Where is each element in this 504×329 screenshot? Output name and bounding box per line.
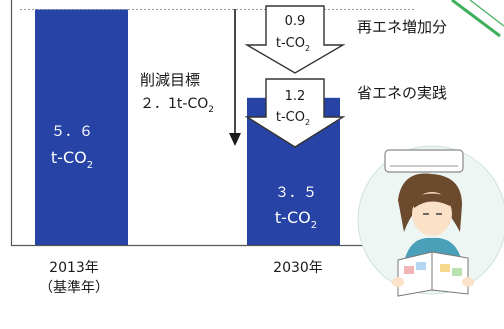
- bar-2030-unit-label: t-CO2: [275, 208, 317, 231]
- person-reading-under-air-conditioner-icon: [357, 145, 504, 297]
- step-energy-saving-unit: t-CO2: [276, 110, 310, 127]
- bar-2013-unit-label: t-CO2: [51, 148, 93, 171]
- reduction-target-label: 削減目標: [140, 71, 200, 89]
- category-label-2030: 2030年: [273, 260, 323, 276]
- step-arrow-energy-saving: [244, 78, 346, 148]
- bar-2030-value-label: ３．５: [275, 185, 317, 201]
- bar-2013-value-label: ５．６: [51, 124, 93, 140]
- step-renewable-amount: 0.9: [285, 14, 306, 29]
- category-label-2013: 2013年: [49, 260, 99, 276]
- reduction-target-amount: ２．1t-CO2: [140, 96, 214, 115]
- bar-2013: [35, 9, 128, 245]
- reduction-down-arrow-icon: [229, 9, 241, 146]
- step-renewable-unit: t-CO2: [276, 36, 310, 53]
- step-renewable-label: 再エネ増加分: [357, 18, 447, 36]
- step-arrow-renewable: [244, 5, 346, 74]
- step-energy-saving-label: 省エネの実践: [357, 84, 447, 102]
- category-sublabel-2013: （基準年）: [39, 279, 109, 296]
- step-energy-saving-amount: 1.2: [285, 89, 306, 104]
- corner-accent-icon: [451, 0, 504, 38]
